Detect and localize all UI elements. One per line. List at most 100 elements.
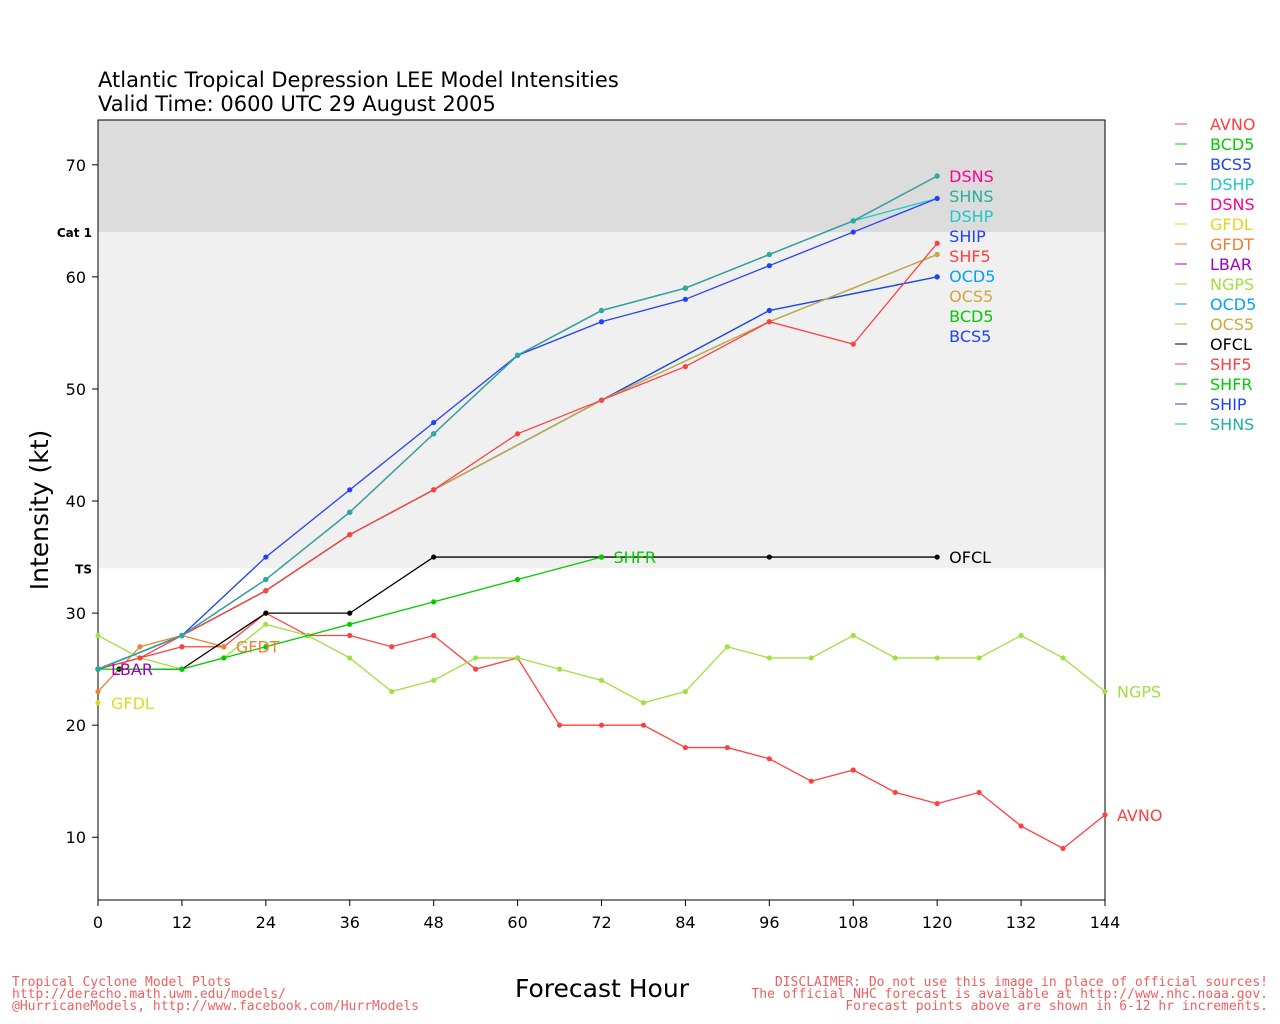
data-point-shns: [95, 666, 101, 672]
data-point-ngps: [724, 644, 730, 650]
legend-entry: SHF5: [1210, 355, 1252, 374]
data-point-ship: [682, 296, 689, 302]
data-point-avno: [976, 789, 982, 796]
data-point-ngps: [808, 655, 814, 661]
y-tick-label: 70: [66, 156, 86, 175]
series-line-shfr: [98, 556, 602, 670]
data-point-avno: [892, 789, 898, 796]
data-point-avno: [1018, 823, 1024, 829]
data-point-avno: [389, 644, 395, 650]
data-point-ngps: [976, 655, 982, 661]
legend-entry: NGPS: [1210, 275, 1254, 294]
data-point-shns: [934, 173, 940, 179]
x-tick-label: 132: [1006, 913, 1037, 932]
data-point-ngps: [263, 621, 269, 627]
data-point-ship: [934, 195, 940, 202]
data-point-shf5: [347, 532, 353, 538]
data-point-shfr: [179, 666, 185, 672]
data-point-shfr: [514, 576, 521, 583]
data-point-avno: [347, 632, 353, 639]
data-point-ofcl: [431, 554, 437, 560]
data-point-ofcl: [263, 610, 269, 616]
series-line-shf5: [97, 242, 938, 670]
data-point-shf5: [766, 319, 772, 325]
y-tick-label: 10: [66, 828, 86, 847]
data-point-shns: [766, 251, 772, 258]
legend-entry: OFCL: [1210, 335, 1252, 354]
data-point-ngps: [598, 677, 605, 683]
x-tick-label: 120: [922, 913, 953, 932]
data-point-ngps: [850, 632, 856, 639]
series-end-label: OFCL: [949, 548, 991, 567]
chart-subtitle: Valid Time: 0600 UTC 29 August 2005: [98, 92, 496, 116]
x-tick-label: 24: [256, 913, 276, 932]
y-tick-label: 60: [66, 268, 86, 287]
series-end-label: NGPS: [1117, 683, 1161, 702]
data-point-shns: [347, 509, 353, 515]
legend-entry: AVNO: [1210, 115, 1255, 134]
legend-entry: OCD5: [1210, 295, 1256, 314]
data-point-shns: [179, 632, 185, 639]
data-point-shns: [682, 285, 689, 291]
disclaimer-line: Forecast points above are shown in 6-12 …: [845, 999, 1268, 1014]
data-point-ship: [850, 229, 856, 235]
data-point-ngps: [892, 655, 898, 661]
data-point-shns: [263, 576, 269, 583]
data-point-avno: [766, 756, 772, 762]
data-point-ngps: [473, 655, 479, 661]
legend-entry: SHNS: [1210, 415, 1254, 434]
data-point-avno: [431, 632, 437, 639]
data-point-shns: [431, 431, 437, 437]
x-tick-label: 72: [591, 913, 611, 932]
legend-entry: DSNS: [1210, 195, 1255, 214]
data-point-ship: [263, 554, 269, 560]
x-axis-label: Forecast Hour: [515, 974, 690, 1003]
series-end-label: DSNS: [949, 167, 994, 186]
data-point-avno: [934, 801, 940, 807]
band-label: Cat 1: [57, 226, 92, 240]
series-end-label: SHIP: [949, 227, 986, 246]
y-tick-label: 40: [66, 492, 86, 511]
series-end-label: SHF5: [949, 247, 991, 266]
data-point-ngps: [95, 632, 101, 639]
data-point-bcs5: [934, 274, 940, 280]
data-point-shf5: [682, 363, 689, 370]
data-point-avno: [556, 722, 563, 728]
series-end-label: OCS5: [949, 287, 993, 306]
x-tick-label: 108: [838, 913, 869, 932]
x-tick-label: 36: [340, 913, 360, 932]
data-point-gfdt: [137, 644, 143, 650]
series-end-label: SHNS: [949, 187, 993, 206]
legend-entry: GFDT: [1210, 235, 1254, 254]
band-label: TS: [75, 562, 92, 576]
data-point-ship: [598, 319, 605, 325]
data-point-avno: [598, 722, 605, 728]
x-tick-label: 60: [507, 913, 527, 932]
data-point-avno: [640, 722, 647, 728]
series-end-label: BCS5: [949, 327, 991, 346]
data-point-ngps: [389, 688, 395, 695]
data-point-ngps: [556, 666, 563, 672]
data-point-avno: [1060, 845, 1066, 852]
y-tick-label: 50: [66, 380, 86, 399]
data-point-shf5: [431, 487, 437, 493]
footer-left: Tropical Cyclone Model Plots http://dere…: [12, 976, 419, 1013]
x-tick-label: 0: [93, 913, 103, 932]
data-point-shfr: [598, 554, 605, 560]
data-point-ngps: [1018, 632, 1024, 639]
data-point-shns: [598, 307, 605, 314]
x-tick-label: 84: [675, 913, 695, 932]
data-point-shns: [514, 352, 521, 358]
series-line-ofcl: [118, 556, 938, 670]
data-point-ngps: [1060, 655, 1066, 661]
data-point-avno: [1102, 812, 1108, 818]
data-point-ofcl: [347, 610, 353, 616]
legend-entry: SHIP: [1210, 395, 1247, 414]
x-tick-label: 96: [759, 913, 779, 932]
data-point-avno: [724, 744, 730, 751]
series-end-label: GFDL: [111, 694, 154, 713]
data-point-avno: [682, 744, 689, 751]
series-end-label: DSHP: [949, 207, 994, 226]
y-tick-label: 30: [66, 604, 86, 623]
